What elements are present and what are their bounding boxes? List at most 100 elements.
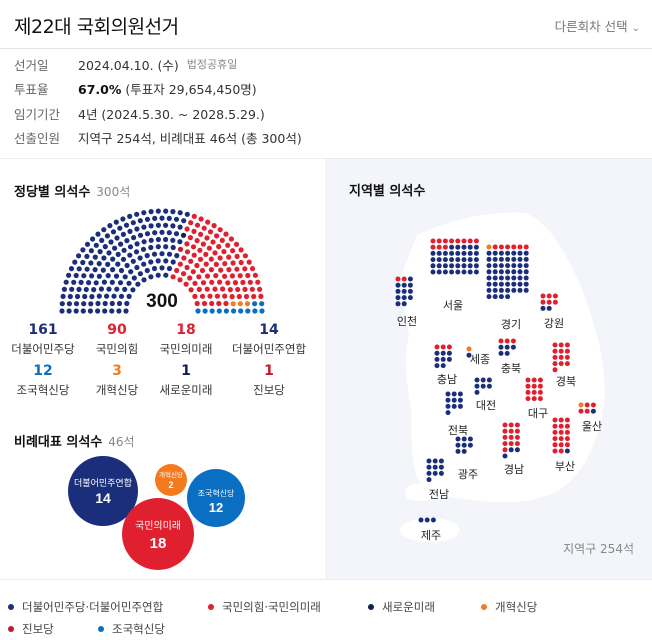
seat-dot [166, 251, 173, 257]
region-block[interactable]: 인천 [395, 276, 418, 329]
party-name: 더불어민주연합 [231, 342, 307, 356]
seat-dot [110, 229, 117, 235]
region-seat-dot [505, 263, 511, 269]
region-block[interactable]: 경기 [486, 244, 529, 332]
seat-dot [166, 215, 172, 221]
region-block[interactable]: 광주 [455, 436, 479, 482]
seat-dot [177, 277, 183, 283]
region-block[interactable]: 대전 [474, 377, 497, 413]
region-block[interactable]: 전북 [445, 391, 469, 438]
seat-dot [194, 222, 201, 228]
seat-dot [221, 249, 227, 255]
region-seat-dot [407, 295, 413, 301]
seat-dot [106, 286, 112, 292]
seat-dot [170, 244, 176, 251]
seat-dot [84, 241, 91, 247]
seat-dot [242, 266, 248, 272]
seat-dot [98, 286, 104, 292]
region-seat-dot [552, 429, 558, 435]
seat-dot [66, 308, 72, 314]
seat-dot [222, 261, 228, 267]
region-seat-dot [426, 464, 432, 470]
bubble-future[interactable]: 국민의미래 18 [122, 498, 194, 570]
bubble-rebuild[interactable]: 조국혁신당 12 [187, 469, 245, 527]
region-seat-dot [564, 442, 570, 448]
round-select-button[interactable]: 다른회차 선택 ⌄ [555, 16, 640, 35]
region-seat-dot [466, 352, 472, 358]
seat-dot [230, 260, 236, 266]
seat-dot [124, 238, 130, 244]
region-block[interactable]: 경남 [502, 422, 525, 477]
seat-dot [109, 308, 115, 314]
seat-dot [174, 253, 180, 259]
region-seat-dot [446, 344, 452, 350]
region-block[interactable]: 서울 [430, 238, 479, 313]
seat-dot [177, 224, 183, 230]
seat-dot [242, 286, 248, 292]
election-info: 선거일 2024.04.10. (수) 법정공휴일 투표율 67.0% (투표자… [14, 52, 302, 150]
seat-dot [89, 294, 95, 300]
seat-dot [144, 253, 150, 259]
region-block[interactable]: 강원 [540, 293, 565, 331]
region-block[interactable]: 제주 [418, 517, 442, 543]
region-seat-dot [446, 356, 452, 362]
seat-dot [127, 228, 133, 234]
region-seat-dot [502, 434, 508, 440]
region-seat-dot [457, 397, 463, 403]
seat-dot [199, 293, 206, 299]
region-seat-dot [498, 350, 504, 356]
info-row-turnout: 투표율 67.0% (투표자 29,654,450명) [14, 77, 302, 102]
region-seat-dot [449, 263, 455, 269]
seat-dot [131, 235, 137, 241]
region-block[interactable]: 울산 [578, 402, 603, 434]
region-seat-dot [564, 417, 570, 423]
seat-dot [113, 273, 120, 279]
region-seat-dot [440, 356, 446, 362]
seat-dot [223, 308, 229, 314]
region-seat-dot [449, 244, 455, 250]
region-block[interactable]: 충북 [498, 338, 522, 376]
seat-dot [135, 281, 141, 287]
region-seat-dot [430, 250, 436, 256]
seat-dot [197, 247, 203, 253]
seat-dot [187, 235, 193, 241]
seat-dot [255, 279, 261, 285]
region-block[interactable]: 경북 [552, 342, 577, 389]
seat-dot [249, 286, 255, 292]
seat-dot [148, 209, 154, 215]
party-name: 국민의미래 [159, 342, 213, 356]
region-seat-dot [466, 346, 472, 352]
region-seat-dot [498, 344, 504, 350]
seat-dot [108, 239, 114, 245]
seat-dot [112, 245, 118, 251]
region-block[interactable]: 전남 [426, 458, 450, 502]
region-block[interactable]: 충남 [434, 344, 458, 387]
seat-dot [217, 255, 223, 261]
party-name: 새로운미래 [159, 383, 213, 397]
regional-title: 지역별 의석수 [349, 183, 425, 199]
region-seat-dot [455, 250, 461, 256]
region-block[interactable]: 부산 [552, 417, 576, 474]
region-block[interactable]: 세종 [466, 346, 491, 367]
bubble-reform[interactable]: 개혁신당 2 [155, 464, 187, 496]
region-seat-dot [517, 256, 523, 262]
seat-dot [213, 261, 219, 267]
seat-dot [122, 286, 128, 292]
bubble-seats: 12 [209, 500, 223, 515]
seat-dot [228, 236, 234, 242]
region-seat-dot [502, 441, 508, 447]
seat-dot [155, 244, 161, 250]
seat-dot [200, 280, 207, 286]
bubble-name: 국민의미래 [135, 520, 181, 532]
bubble-name: 더불어민주연합 [74, 478, 132, 488]
seat-dot [95, 300, 101, 307]
seat-dot [234, 253, 240, 259]
region-seat-dot [546, 305, 552, 311]
bubble-democratic-alliance[interactable]: 더불어민주연합 14 [68, 456, 138, 526]
region-seat-dot [498, 256, 504, 262]
region-seat-dot [517, 244, 523, 250]
legend-item: 새로운미래 [368, 599, 435, 615]
seat-dot [95, 231, 101, 237]
region-seat-dot [505, 281, 511, 287]
region-block[interactable]: 대구 [525, 377, 549, 421]
